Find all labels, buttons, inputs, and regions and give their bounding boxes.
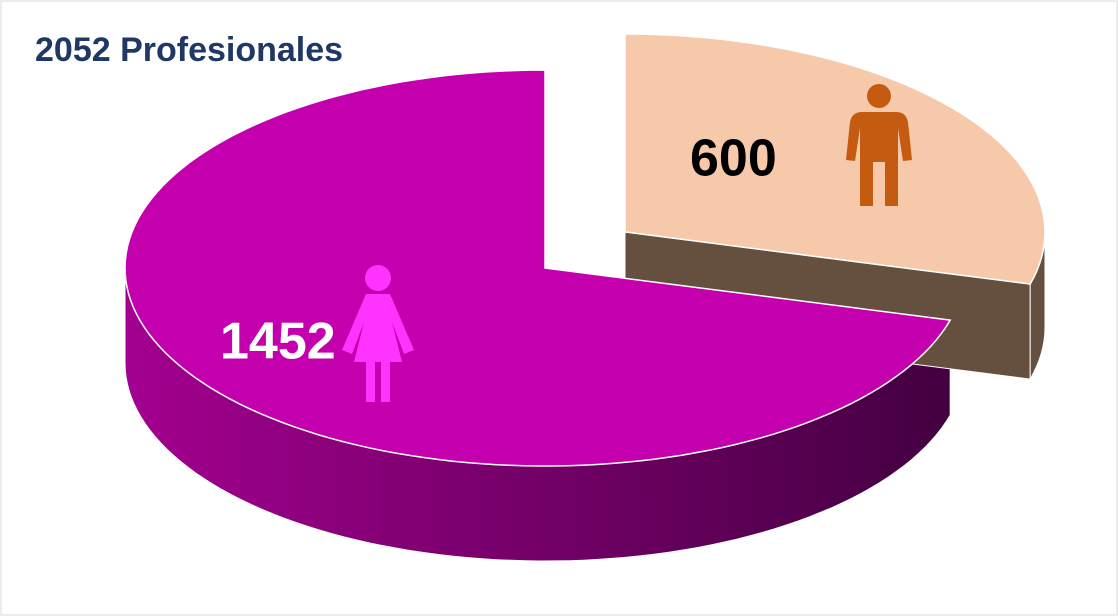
- man-icon: [846, 84, 912, 206]
- data-label: 600: [690, 130, 777, 188]
- slice: [124, 69, 952, 467]
- chart-title: 2052 Profesionales: [35, 31, 343, 69]
- woman-icon: [342, 265, 414, 402]
- pie: [124, 33, 1046, 562]
- slice: [624, 33, 1046, 285]
- data-label: 1452: [220, 313, 336, 371]
